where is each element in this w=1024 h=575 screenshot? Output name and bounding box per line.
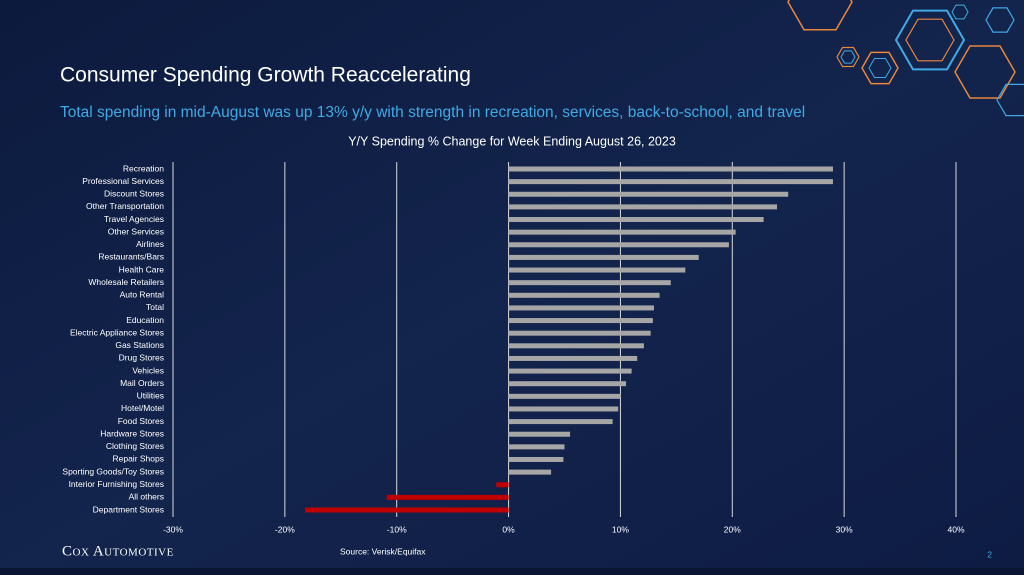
hexagon [954,45,1016,99]
bar [508,406,619,412]
x-tick-label: -10% [387,524,407,534]
hexagon [868,58,892,78]
category-label: Food Stores [118,416,164,426]
bar [508,179,833,185]
bar [508,267,686,273]
bar [508,166,833,172]
x-tick-label: 0% [502,524,515,534]
category-label: Department Stores [93,504,164,514]
bar [508,318,653,324]
category-label: Auto Rental [120,290,165,300]
category-label: Gas Stations [115,340,164,350]
bar [508,242,729,248]
category-label: Professional Services [82,176,164,186]
category-label: Education [126,315,164,325]
bar [508,456,564,462]
category-label: Interior Furnishing Stores [69,479,164,489]
category-label: Utilities [137,391,164,401]
slide-subtitle: Total spending in mid-August was up 13% … [60,104,805,121]
bar [508,330,651,336]
chart: -30% -20% -10% 0% 10% 20% 30% 40% Recreation Prof… [62,162,965,534]
bar [508,431,571,437]
decoration [787,0,1024,117]
x-tick-label: -30% [163,524,183,534]
bottom-band [0,568,1024,575]
bar [508,280,671,286]
category-label: Repair Shops [112,454,164,464]
category-label: Airlines [136,239,164,249]
category-label: Drug Stores [119,353,164,363]
bar [508,305,654,311]
x-tick-label: 10% [612,524,629,534]
category-label: Clothing Stores [106,441,164,451]
bar [508,217,764,223]
hexagon [996,83,1024,117]
category-label: Hotel/Motel [121,403,164,413]
hexagon [951,4,969,20]
hexagon [905,18,955,62]
bar [508,204,778,210]
hexagon [840,50,856,64]
bar [508,469,552,475]
x-tick-label: -20% [275,524,295,534]
bar [496,482,509,488]
bar [508,343,644,349]
hexagon [985,7,1015,33]
category-label: Restaurants/Bars [98,252,164,262]
category-label: All others [129,492,164,502]
bar [508,419,613,425]
bar [508,191,789,197]
chart-title: Y/Y Spending % Change for Week Ending Au… [348,134,676,148]
category-label: Recreation [123,163,164,173]
category-label: Travel Agencies [104,214,164,224]
page-number: 2 [987,549,992,559]
hexagon [836,46,860,68]
category-label: Mail Orders [120,378,164,388]
bar [386,494,509,500]
x-tick-label: 20% [724,524,741,534]
category-label: Discount Stores [104,189,164,199]
bar [508,381,627,387]
bar [508,254,699,260]
category-label: Health Care [119,264,165,274]
logo: Cox Automotive [62,543,174,559]
hexagon [787,0,853,31]
bar [508,444,565,450]
bar [304,507,509,513]
slide-title: Consumer Spending Growth Reaccelerating [60,64,471,87]
x-tick-label: 40% [947,524,964,534]
x-tick-label: 30% [836,524,853,534]
source-note: Source: Verisk/Equifax [340,546,426,556]
bar [508,292,660,298]
category-label: Hardware Stores [100,428,164,438]
hexagon [894,9,966,71]
category-label: Sporting Goods/Toy Stores [62,466,164,476]
category-label: Electric Appliance Stores [70,327,164,337]
hexagon [861,51,899,85]
bar [508,355,638,361]
category-label: Wholesale Retailers [88,277,164,287]
category-label: Vehicles [132,365,164,375]
category-label: Total [146,302,164,312]
bar [508,229,736,235]
category-label: Other Transportation [86,201,164,211]
bar [508,368,632,374]
bar [508,393,621,399]
category-label: Other Services [108,226,164,236]
